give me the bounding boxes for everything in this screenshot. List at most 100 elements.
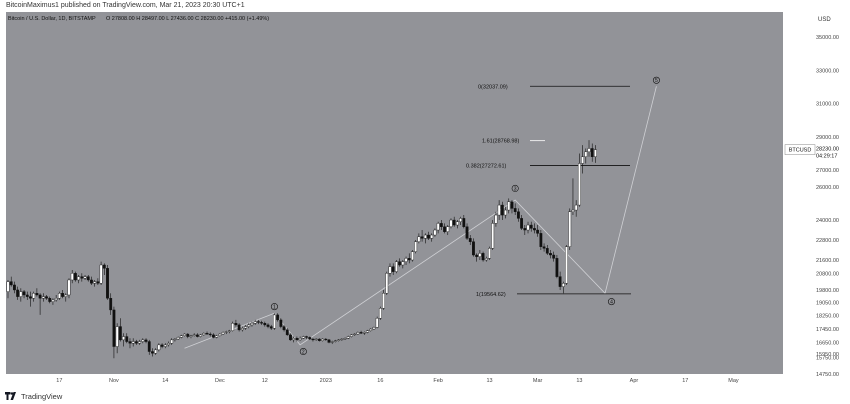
y-tick-label: 31000.00 [816,102,839,108]
tradingview-logo-icon[interactable] [5,392,18,400]
candle-body [215,335,219,338]
wave-label: 4 [610,300,613,306]
candle-body [581,156,584,164]
fib-level-label: 1(19564.62) [476,292,506,298]
candle-body [407,258,411,261]
candle-body [228,330,231,332]
x-tick-label: Apr [630,378,639,384]
y-tick-label: 21600.00 [816,258,839,264]
candle-body [465,226,469,239]
candle-body [186,333,190,337]
candle-body [16,289,20,297]
candle-body [439,223,443,227]
candle-body [109,298,113,311]
candle-body [481,253,485,261]
candle-body [167,343,170,346]
candle-body [224,331,228,333]
candle-body [404,258,408,262]
candle-body [334,340,337,342]
wave-label-circle [511,184,519,192]
candle-body [173,338,177,341]
candle-body [131,341,135,344]
candle-body [484,258,488,261]
candle-body [391,266,395,272]
candle-body [276,314,280,321]
elliott-wave-path [184,86,657,349]
candle-body [366,330,369,333]
candle-body [321,338,324,341]
candle-body [561,283,565,287]
candle-body [298,338,302,341]
candle-body [263,323,267,326]
publisher-bar: BitcoinMaximus1 published on TradingView… [0,0,850,12]
candle-body [202,333,206,336]
symbol-label: BTCUSD [789,148,812,154]
candle-body [48,298,52,302]
candle-body [144,339,148,342]
wave-label: 2 [302,349,305,355]
candle-body [398,261,402,266]
candle-body [590,148,594,158]
candle-body [417,236,421,242]
candle-body [523,228,527,231]
candle-body [106,268,109,299]
candle-body [253,321,257,324]
tradingview-brand[interactable]: TradingView [21,392,63,401]
candle-body [170,339,174,344]
candle-body [96,281,100,284]
candle-body [183,333,186,336]
candle-body [468,238,472,242]
candle-body [22,291,26,296]
candle-body [430,234,434,239]
candle-body [54,298,58,301]
candle-body [32,293,36,299]
candle-body [99,264,103,284]
x-tick-label: 14 [162,378,168,384]
candle-body [205,333,209,335]
x-tick-label: Dec [215,378,225,384]
fib-level-label: 0(32037.09) [478,84,508,90]
candle-body [250,323,254,326]
wave-label-circle [270,303,278,311]
price-axis-panel [783,12,850,374]
chart-area[interactable]: Bitcoin / U.S. Dollar, 1D, BITSTAMP O 278… [0,12,850,389]
y-tick-label: 15950.00 [816,352,839,358]
candle-body [138,341,142,344]
candle-body [35,293,39,296]
candle-body [51,299,55,302]
candle-body [74,273,77,281]
y-tick-label: 18250.00 [816,314,839,320]
candle-body [295,338,299,341]
candle-body [337,339,341,341]
x-tick-label: 16 [377,378,383,384]
candle-body [41,296,45,299]
candle-body [378,308,382,319]
candle-body [372,327,376,330]
candle-body [504,209,507,216]
candle-body [500,204,504,216]
price-chart[interactable]: Bitcoin / U.S. Dollar, 1D, BITSTAMP O 278… [0,12,850,389]
candle-body [266,324,270,327]
candle-body [199,334,202,337]
y-tick-label: 27000.00 [816,168,839,174]
candle-body [388,266,392,274]
candle-body [147,341,151,352]
candle-body [491,223,495,249]
candle-body [568,211,572,247]
candle-body [70,273,74,281]
y-tick-label: 26000.00 [816,185,839,191]
candle-body [375,318,379,328]
plot-background [6,12,783,374]
candle-body [273,314,276,329]
candle-body [19,291,23,297]
candle-body [317,338,321,341]
candle-body [154,349,158,354]
candle-body [292,338,296,341]
candle-body [29,296,32,299]
x-tick-label: 2023 [320,378,332,384]
candle-body [61,293,64,297]
candle-body [452,219,456,226]
candle-body [529,224,533,229]
candle-body [346,336,350,339]
candle-body [343,338,347,340]
